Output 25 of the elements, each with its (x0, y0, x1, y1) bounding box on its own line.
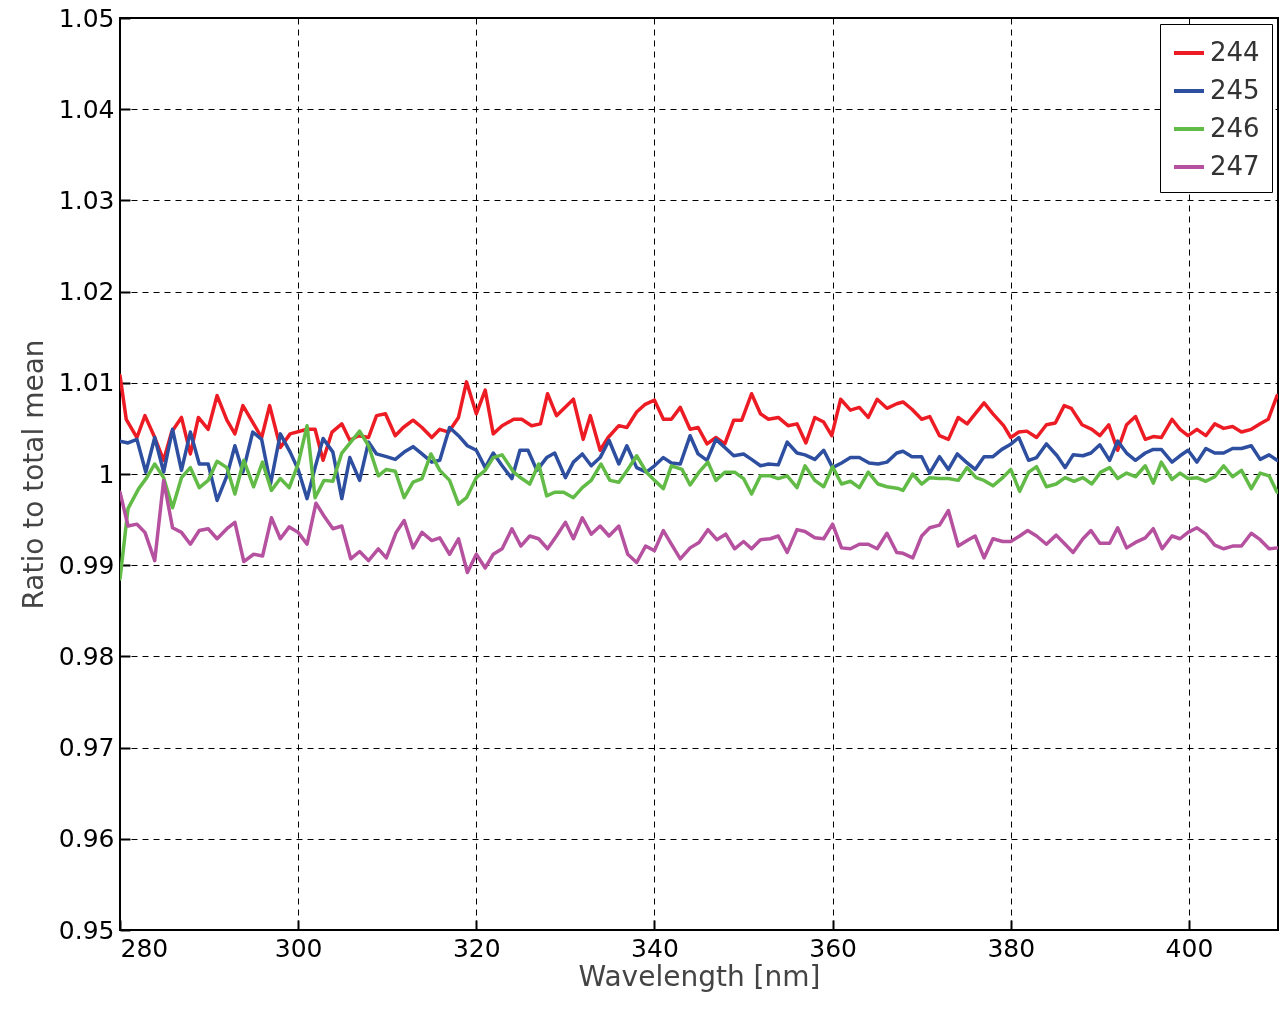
x-tick-label: 380 (987, 933, 1036, 963)
legend-label: 244 (1210, 37, 1260, 67)
y-tick-label: 0.98 (58, 641, 115, 671)
y-tick-label: 1.01 (58, 368, 115, 398)
legend-label: 245 (1210, 75, 1260, 105)
y-tick-label: 0.95 (58, 915, 115, 945)
legend-label: 247 (1210, 151, 1260, 181)
y-tick-label: 0.97 (58, 733, 115, 763)
line-series (120, 373, 1278, 463)
y-tick-label: 1.05 (58, 3, 115, 33)
y-tick-label: 0.99 (58, 550, 115, 580)
x-tick-label: 400 (1165, 933, 1214, 963)
y-axis-title: Ratio to total mean (16, 339, 50, 610)
x-tick-label: 280 (120, 933, 169, 963)
x-tick-label: 300 (274, 933, 323, 963)
y-tick-label: 1.04 (58, 94, 115, 124)
y-tick-label: 1 (98, 459, 115, 489)
line-series (120, 478, 1278, 575)
legend-label: 246 (1210, 113, 1260, 143)
y-tick-label: 1.02 (58, 277, 115, 307)
y-tick-label: 1.03 (58, 185, 115, 215)
line-series (120, 423, 1278, 581)
x-tick-label: 320 (452, 933, 501, 963)
y-tick-label: 0.96 (58, 824, 115, 854)
line-series (120, 425, 1278, 503)
